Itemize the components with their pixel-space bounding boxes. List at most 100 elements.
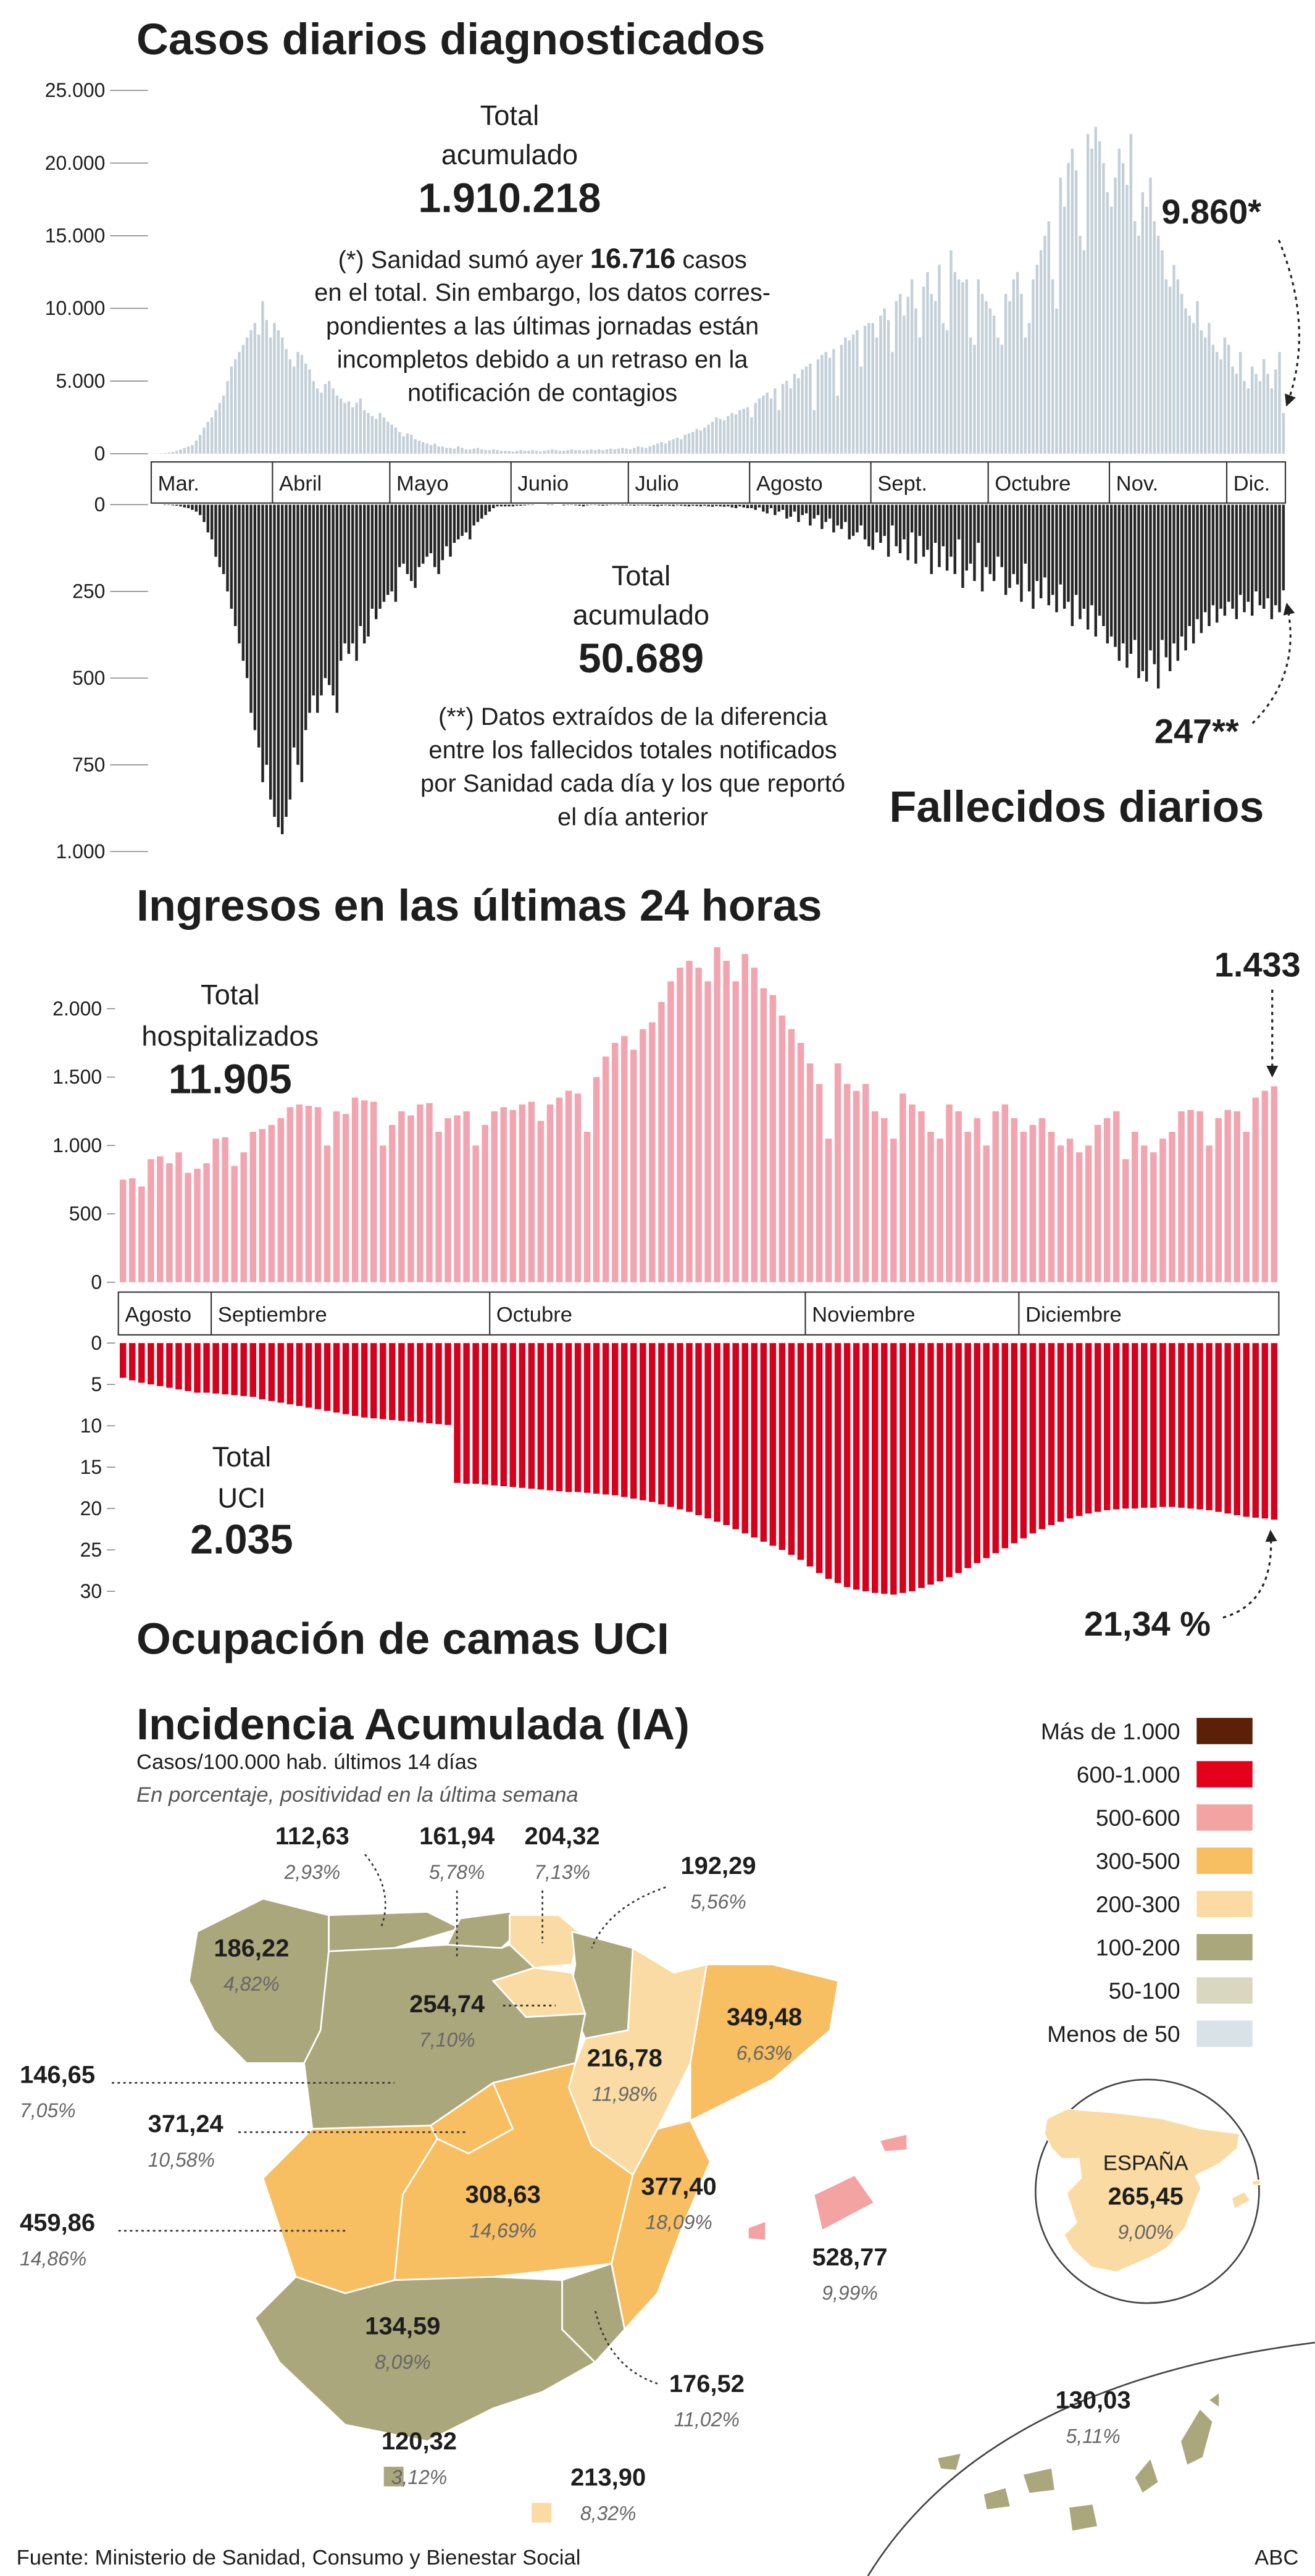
bar [927, 1343, 934, 1585]
bar [198, 435, 202, 454]
bar [527, 451, 530, 454]
bar [891, 352, 894, 454]
bar [950, 250, 953, 454]
region [382, 2465, 406, 2488]
bar [1282, 504, 1285, 591]
bar [1090, 148, 1093, 454]
bar [1039, 504, 1043, 599]
bar [895, 504, 898, 546]
bar [441, 446, 445, 454]
bar [602, 1056, 609, 1282]
bar [484, 504, 487, 516]
bar [426, 1343, 433, 1424]
bar [859, 504, 862, 526]
bar [179, 504, 182, 507]
bar [1243, 381, 1246, 454]
bar [1224, 1110, 1231, 1282]
bar [214, 410, 217, 454]
bar [658, 1343, 665, 1505]
bar [906, 296, 909, 454]
bar [1094, 504, 1098, 637]
annotation-total: 11.905 [169, 1057, 292, 1103]
bar [668, 440, 671, 454]
bar [988, 504, 991, 574]
bar [1011, 1118, 1018, 1282]
bar [175, 451, 178, 454]
bar [315, 388, 319, 454]
chart-title: Fallecidos diarios [889, 782, 1264, 832]
bar [824, 352, 827, 454]
region-positivity: 7,05% [20, 2099, 76, 2122]
bar [1062, 504, 1066, 609]
bar [779, 1343, 786, 1550]
bar [1020, 1343, 1027, 1539]
bar [574, 1343, 582, 1492]
x-tick-label: Mar. [158, 472, 199, 496]
annotation-total: 2.035 [190, 1517, 293, 1563]
bar [1012, 504, 1015, 574]
x-tick-label: Nov. [1116, 472, 1159, 496]
bar [637, 504, 640, 506]
bar [1258, 504, 1262, 606]
region-positivity: 5,78% [429, 1861, 485, 1883]
bar [1029, 1343, 1037, 1534]
bar [777, 410, 780, 454]
region-value: 161,94 [419, 1823, 495, 1850]
bar [593, 1077, 600, 1282]
bar [741, 1343, 749, 1534]
bar [640, 1343, 646, 1500]
bar [601, 450, 604, 454]
bar [1085, 1343, 1092, 1514]
bar [148, 1159, 154, 1282]
bar [342, 1343, 349, 1415]
x-tick-label: Abril [279, 472, 322, 496]
bar [183, 448, 186, 454]
bar [1109, 206, 1113, 454]
bar [305, 1343, 312, 1408]
bar [883, 504, 886, 536]
bar [1122, 1343, 1129, 1509]
bar [1129, 134, 1133, 454]
bar [194, 440, 198, 454]
bar [964, 1343, 971, 1568]
region-value: 265,45 [1108, 2183, 1184, 2210]
bar [590, 504, 593, 505]
bar [664, 443, 667, 454]
bar [1125, 185, 1129, 454]
region-value: 134,59 [365, 2313, 440, 2340]
bar [249, 504, 253, 713]
note-line: entre los fallecidos totales notificados [428, 737, 837, 764]
bar [977, 504, 980, 543]
bar [230, 504, 233, 609]
bar [375, 419, 378, 454]
legend-label: 600-1.000 [1077, 1762, 1180, 1788]
bar [480, 449, 483, 454]
bar [296, 1343, 303, 1407]
bar [402, 436, 405, 454]
bar [611, 1043, 619, 1282]
chart-title: Ocupación de camas UCI [136, 1614, 669, 1663]
bar [335, 504, 339, 713]
bar [308, 369, 311, 454]
bar [628, 504, 632, 506]
y-tick-label: 0 [94, 493, 106, 516]
bar [586, 450, 589, 454]
bar [194, 504, 198, 512]
bar [435, 1343, 442, 1424]
map-title: Incidencia Acumulada (IA) [136, 1700, 690, 1749]
bar [1106, 504, 1109, 644]
bar [1208, 504, 1211, 626]
bar [537, 1343, 545, 1490]
bar [138, 1186, 145, 1282]
bar [1261, 1343, 1269, 1519]
bar [382, 417, 386, 454]
bar [667, 981, 674, 1282]
bar [711, 504, 714, 507]
bar [1150, 1343, 1157, 1508]
region-value: 204,32 [525, 1823, 600, 1850]
bar [343, 504, 346, 644]
footer-source: Fuente: Ministerio de Sanidad, Consumo y… [17, 2546, 581, 2569]
bar [957, 279, 961, 454]
bar [414, 504, 417, 588]
bar [240, 1152, 247, 1282]
